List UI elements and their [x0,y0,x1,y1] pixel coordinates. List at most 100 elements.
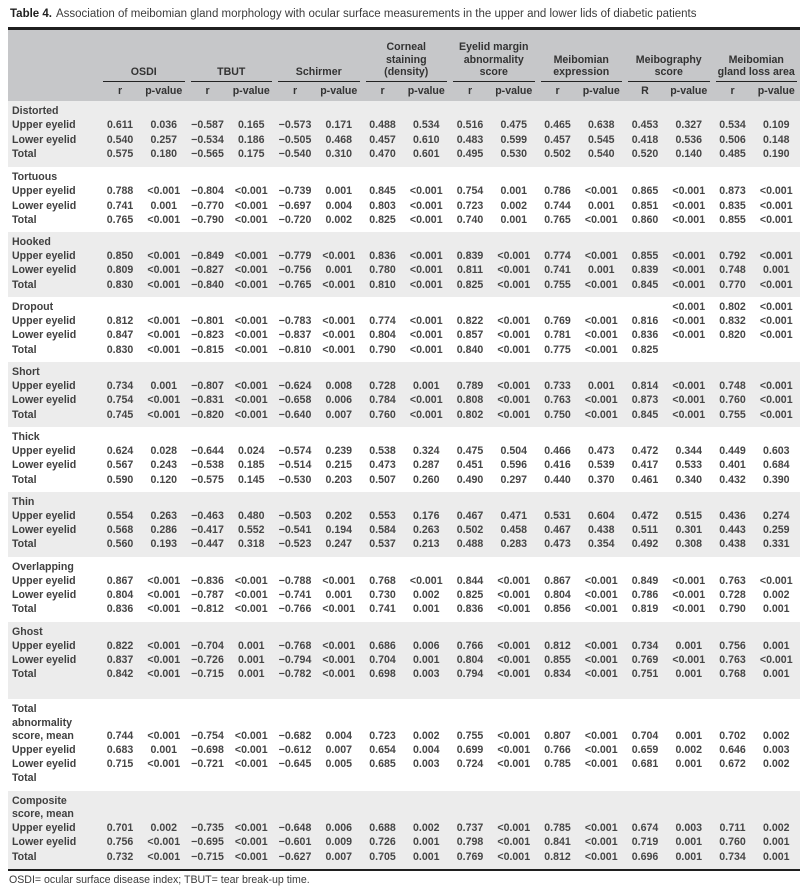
value-cell: −0.766 [278,603,312,616]
value-cell: 0.760 [369,408,396,421]
value-cell [315,167,363,185]
value-cell: 0.324 [412,444,440,457]
section-label: Overlapping [12,560,74,573]
column-group-label: OSDI [130,66,157,79]
value-cell: 0.814 [631,380,659,393]
row-label: Upper eyelid [12,444,76,457]
value-cell: 0.213 [412,538,440,551]
value-cell [450,362,490,380]
table-footnote: OSDI= ocular surface disease index; TBUT… [9,873,310,886]
value-cell: 0.855 [544,654,571,667]
value-cell: 0.001 [587,264,615,277]
header-sub-row: r p-value r p-value r p-value r p-value r p-value… [8,82,800,101]
value-cell: 0.001 [150,743,177,756]
value-cell: 0.763 [719,574,746,587]
value-cell [403,557,451,575]
value-cell [665,557,713,575]
value-cell: 0.596 [500,459,527,472]
value-cell: −0.645 [278,758,312,771]
row-label: Total [12,147,37,160]
value-cell: 0.310 [325,147,352,160]
value-cell: −0.823 [191,329,224,342]
value-cell: 0.401 [719,459,746,472]
value-cell: 0.552 [237,524,265,537]
value-cell: <0.001 [147,213,181,226]
value-cell [100,167,140,185]
value-cell: −0.540 [278,147,312,160]
value-cell: <0.001 [759,213,793,226]
value-cell: <0.001 [672,199,706,212]
value-cell: <0.001 [234,213,268,226]
value-cell: 0.036 [150,119,177,132]
value-cell [188,297,228,315]
value-cell [753,362,801,380]
value-cell: <0.001 [147,639,181,652]
value-cell: 0.202 [325,509,352,522]
value-cell: 0.331 [762,538,790,551]
value-cell: −0.644 [191,444,224,457]
value-cell: 0.763 [544,394,571,407]
value-cell: 0.438 [719,538,746,551]
section-label: Short [12,365,40,378]
value-cell [100,791,140,822]
sub-header-p-value: p-value [577,82,625,101]
table-row: Total 0.765 <0.001 −0.790 <0.001 −0.720 0.002 0… [8,213,800,232]
header-sub-corner [8,82,100,101]
value-cell [140,297,188,315]
value-cell: <0.001 [147,315,181,328]
value-cell: <0.001 [409,213,443,226]
value-cell: <0.001 [147,343,181,356]
value-cell [188,557,228,575]
value-cell [140,232,188,250]
value-cell: 0.140 [675,147,702,160]
value-cell: 0.002 [412,821,440,834]
value-cell: 0.740 [456,213,484,226]
row-label: Upper eyelid [12,743,76,756]
value-cell: <0.001 [147,589,181,602]
value-cell: 0.851 [631,199,659,212]
value-cell: <0.001 [409,199,443,212]
value-cell: 0.766 [544,743,571,756]
value-cell: 0.297 [500,473,527,486]
value-cell: <0.001 [497,264,531,277]
value-cell [363,232,403,250]
value-cell [538,791,578,822]
sub-header-p-value: p-value [490,82,538,101]
value-cell: −0.575 [191,473,224,486]
table-row: Lower eyelid 0.756 <0.001 −0.695 <0.001 −0.60… [8,836,800,850]
value-cell: 0.684 [762,459,790,472]
value-cell: <0.001 [409,315,443,328]
column-group-meibomian-gland-loss-area: Meibomian gland loss area [712,28,800,82]
value-cell [228,362,276,380]
value-cell: 0.006 [325,821,352,834]
value-cell: 0.769 [456,850,484,863]
value-cell: 0.798 [456,836,484,849]
value-cell [450,492,490,510]
value-cell [188,622,228,640]
sub-header-r: r [712,82,753,101]
value-cell [713,557,753,575]
value-cell: <0.001 [322,315,356,328]
value-cell [403,362,451,380]
section-label: Ghost [12,625,43,638]
section-label: Tortuous [12,170,58,183]
value-cell [363,622,403,640]
value-cell [140,772,188,791]
value-cell [188,362,228,380]
value-cell [490,557,538,575]
row-label: Total [12,850,37,863]
value-cell: <0.001 [147,603,181,616]
column-group-label: Meibography score [635,53,702,79]
value-cell [363,427,403,445]
value-cell: 0.443 [719,524,746,537]
column-group-label: Corneal staining (density) [384,41,429,79]
value-cell: <0.001 [672,278,706,291]
value-cell: <0.001 [759,394,793,407]
value-cell: −0.534 [191,133,224,146]
row-label: Lower eyelid [12,524,77,537]
value-cell: 0.327 [675,119,702,132]
value-cell: 0.686 [369,639,396,652]
value-cell: 0.730 [369,589,396,602]
value-cell [753,427,801,445]
value-cell: <0.001 [322,603,356,616]
